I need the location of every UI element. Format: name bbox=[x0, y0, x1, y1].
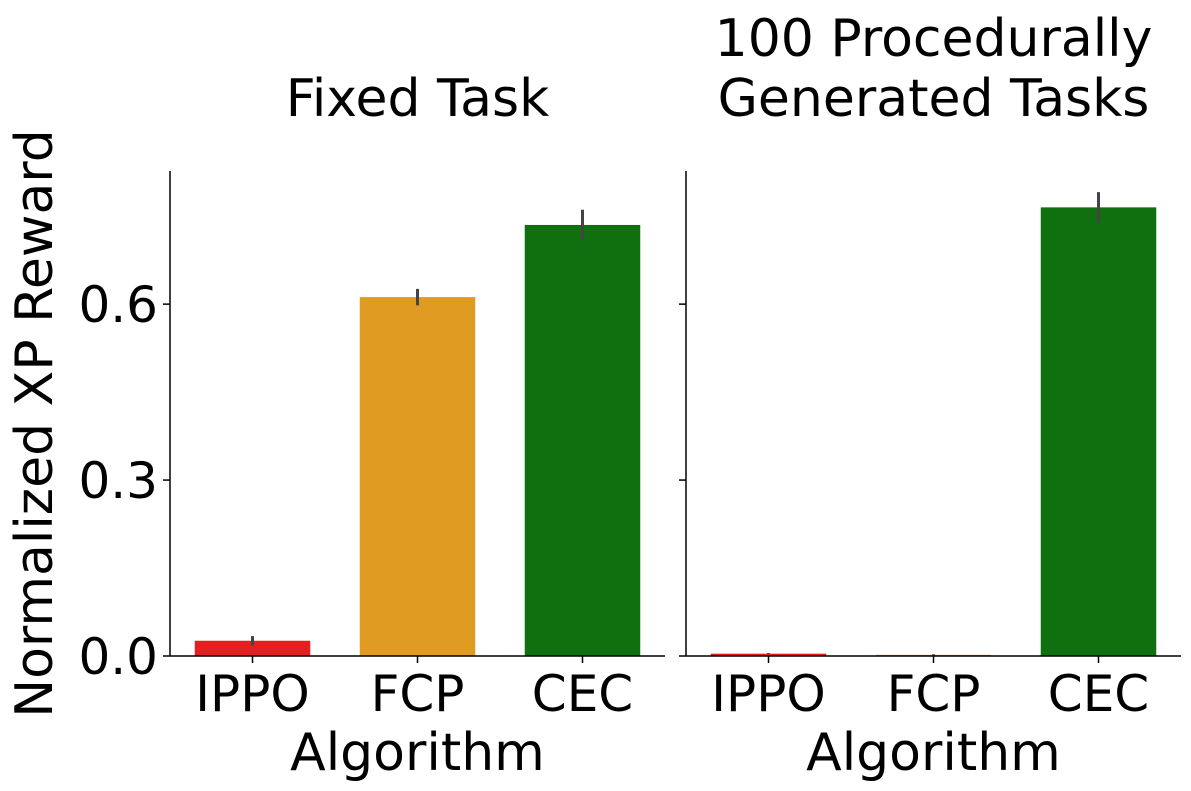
bar bbox=[194, 640, 311, 656]
y-axis-label: Normalized XP Reward bbox=[5, 129, 65, 718]
bar bbox=[1040, 207, 1157, 656]
y-tick-label: 0.3 bbox=[78, 452, 158, 510]
bar bbox=[710, 653, 827, 656]
x-axis-label: Algorithm bbox=[806, 723, 1061, 783]
x-tick-label: CEC bbox=[1048, 665, 1149, 723]
bar bbox=[524, 224, 641, 657]
x-tick-label: FCP bbox=[371, 665, 465, 723]
y-tick-label: 0.6 bbox=[78, 276, 158, 334]
x-tick-label: IPPO bbox=[195, 665, 309, 723]
chart-title: Fixed Task bbox=[286, 69, 550, 129]
y-tick-label: 0.0 bbox=[78, 628, 158, 686]
x-axis-label: Algorithm bbox=[290, 723, 545, 783]
x-tick-label: IPPO bbox=[711, 665, 825, 723]
chart-title: 100 Procedurally Generated Tasks bbox=[715, 9, 1153, 129]
x-tick-label: FCP bbox=[887, 665, 981, 723]
x-tick-label: CEC bbox=[532, 665, 633, 723]
bar bbox=[359, 297, 476, 656]
